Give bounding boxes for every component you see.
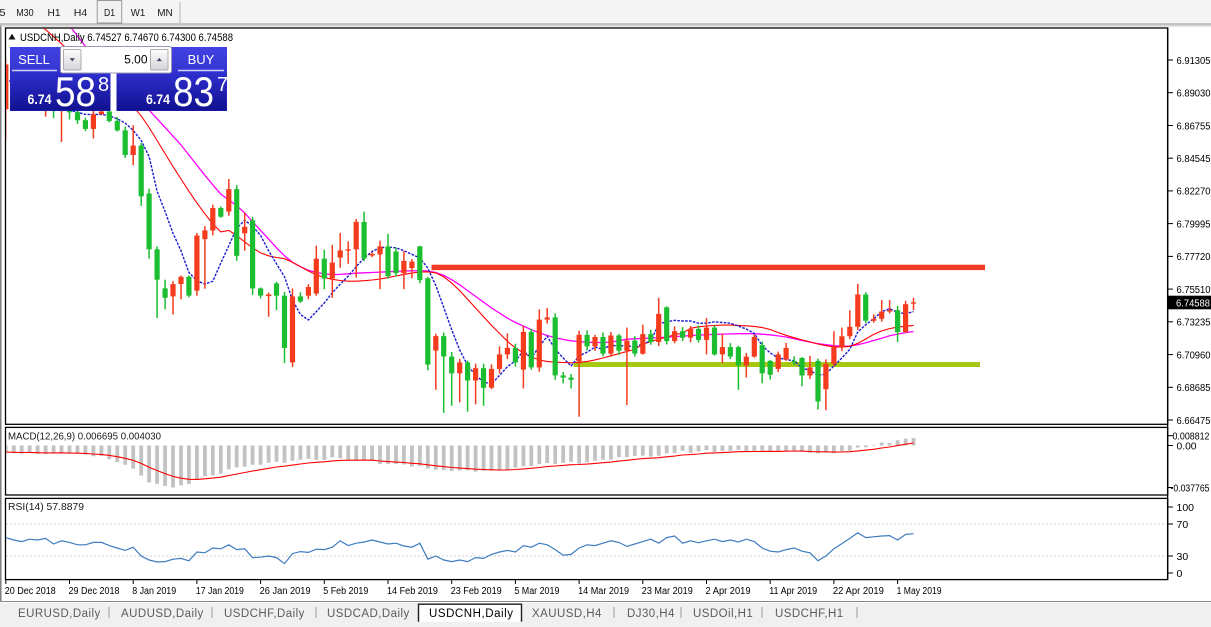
svg-text:6.84545: 6.84545 bbox=[1177, 154, 1211, 165]
svg-text:6.74: 6.74 bbox=[28, 92, 52, 107]
svg-text:0.008812: 0.008812 bbox=[1173, 432, 1210, 443]
svg-text:11 Apr 2019: 11 Apr 2019 bbox=[769, 586, 817, 597]
svg-text:30: 30 bbox=[1177, 551, 1189, 563]
svg-text:26 Jan 2019: 26 Jan 2019 bbox=[260, 586, 311, 597]
svg-text:D1: D1 bbox=[104, 7, 115, 19]
svg-text:5: 5 bbox=[0, 7, 6, 19]
svg-text:6.86755: 6.86755 bbox=[1177, 121, 1211, 132]
svg-text:SELL: SELL bbox=[18, 52, 50, 67]
svg-text:USDCHF,Daily: USDCHF,Daily bbox=[224, 608, 305, 620]
svg-text:70: 70 bbox=[1177, 519, 1189, 531]
svg-text:H4: H4 bbox=[74, 7, 88, 19]
svg-text:5.00: 5.00 bbox=[124, 53, 148, 67]
svg-text:6.75510: 6.75510 bbox=[1177, 285, 1211, 296]
svg-text:USDCAD,Daily: USDCAD,Daily bbox=[327, 608, 410, 620]
svg-text:W1: W1 bbox=[131, 7, 146, 19]
svg-text:23 Feb 2019: 23 Feb 2019 bbox=[451, 586, 502, 597]
svg-text:6.74: 6.74 bbox=[146, 92, 170, 107]
svg-text:EURUSD,Daily: EURUSD,Daily bbox=[18, 608, 101, 620]
svg-text:8 Jan 2019: 8 Jan 2019 bbox=[132, 586, 176, 597]
svg-text:BUY: BUY bbox=[188, 52, 215, 67]
svg-text:2 Apr 2019: 2 Apr 2019 bbox=[706, 586, 751, 597]
svg-text:14 Mar 2019: 14 Mar 2019 bbox=[578, 586, 629, 597]
svg-text:DJ30,H4: DJ30,H4 bbox=[627, 608, 675, 620]
svg-text:5 Feb 2019: 5 Feb 2019 bbox=[323, 586, 368, 597]
svg-text:7: 7 bbox=[217, 74, 228, 96]
svg-text:22 Apr 2019: 22 Apr 2019 bbox=[833, 586, 884, 597]
svg-text:20 Dec 2018: 20 Dec 2018 bbox=[5, 586, 56, 597]
svg-text:0.00: 0.00 bbox=[1177, 441, 1197, 452]
svg-text:MACD(12,26,9) 0.006695 0.00403: MACD(12,26,9) 0.006695 0.004030 bbox=[8, 431, 161, 443]
svg-text:AUDUSD,Daily: AUDUSD,Daily bbox=[121, 608, 204, 620]
svg-text:RSI(14) 57.8879: RSI(14) 57.8879 bbox=[8, 501, 84, 513]
svg-text:17 Jan 2019: 17 Jan 2019 bbox=[196, 586, 244, 597]
svg-text:29 Dec 2018: 29 Dec 2018 bbox=[69, 586, 120, 597]
svg-text:6.66475: 6.66475 bbox=[1177, 416, 1211, 427]
svg-text:USDCHF,H1: USDCHF,H1 bbox=[775, 608, 844, 620]
svg-text:H1: H1 bbox=[48, 7, 61, 19]
svg-text:USDCNH,Daily: USDCNH,Daily bbox=[429, 608, 514, 620]
svg-text:6.68685: 6.68685 bbox=[1177, 383, 1211, 394]
svg-text:58: 58 bbox=[55, 68, 96, 115]
svg-text:1 May 2019: 1 May 2019 bbox=[897, 586, 942, 597]
svg-text:83: 83 bbox=[173, 68, 214, 115]
svg-text:MN: MN bbox=[157, 7, 173, 19]
svg-text:6.70960: 6.70960 bbox=[1177, 350, 1211, 361]
svg-text:6.82270: 6.82270 bbox=[1177, 187, 1211, 198]
svg-text:XAUUSD,H4: XAUUSD,H4 bbox=[532, 608, 602, 620]
svg-text:23 Mar 2019: 23 Mar 2019 bbox=[642, 586, 693, 597]
svg-text:8: 8 bbox=[98, 74, 109, 96]
svg-text:100: 100 bbox=[1177, 502, 1195, 514]
svg-text:5 Mar 2019: 5 Mar 2019 bbox=[514, 586, 559, 597]
svg-text:-0.037765: -0.037765 bbox=[1171, 483, 1210, 494]
svg-text:M30: M30 bbox=[16, 7, 34, 19]
svg-text:6.79995: 6.79995 bbox=[1177, 219, 1211, 230]
svg-text:6.77720: 6.77720 bbox=[1177, 252, 1211, 263]
svg-text:6.74588: 6.74588 bbox=[1176, 298, 1210, 309]
svg-text:USDCNH,Daily 6.74527 6.74670: USDCNH,Daily 6.74527 6.74670 6.74300 6.7… bbox=[20, 32, 233, 44]
svg-text:6.73235: 6.73235 bbox=[1177, 318, 1211, 329]
svg-text:6.91305: 6.91305 bbox=[1177, 56, 1211, 67]
svg-text:6.89030: 6.89030 bbox=[1177, 89, 1211, 100]
svg-text:0: 0 bbox=[1177, 568, 1183, 580]
svg-text:USDOil,H1: USDOil,H1 bbox=[693, 608, 753, 620]
svg-text:14 Feb 2019: 14 Feb 2019 bbox=[387, 586, 438, 597]
